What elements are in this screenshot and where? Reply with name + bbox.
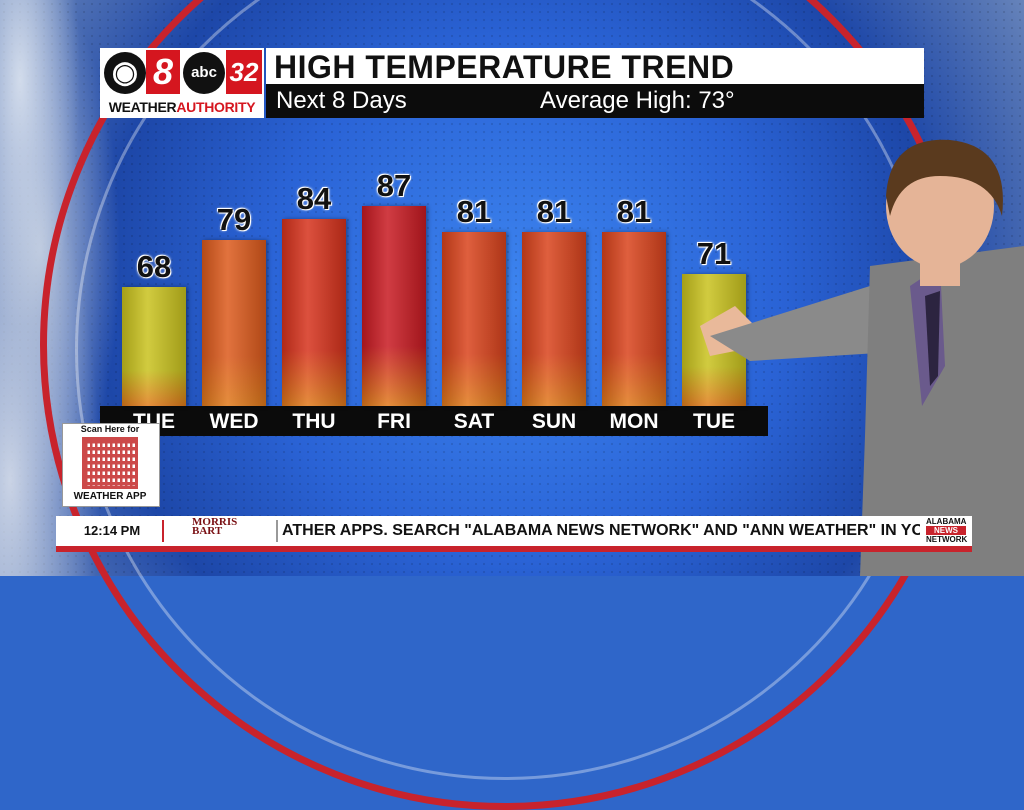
network-line-3: NETWORK — [926, 535, 968, 544]
temperature-bar — [202, 240, 266, 406]
day-label: SUN — [531, 410, 577, 433]
temperature-value-label: 84 — [296, 181, 332, 216]
temperature-value-label: 87 — [376, 168, 412, 204]
weather-authority-logo: WEATHERAUTHORITY — [100, 96, 264, 118]
network-line-1: ALABAMA — [926, 517, 967, 526]
subtitle-average: Average High: 73° — [540, 87, 735, 114]
temperature-value-label: 81 — [536, 193, 572, 229]
ticker-text: ATHER APPS. SEARCH "ALABAMA NEWS NETWORK… — [282, 522, 920, 539]
day-label: TUE — [693, 410, 735, 433]
logo-weather-text: WEATHER — [108, 99, 177, 115]
network-line-2: NEWS — [926, 526, 966, 535]
network-logo: ALABAMA NEWS NETWORK — [926, 517, 968, 545]
abc-logo: abc — [183, 52, 225, 94]
temperature-value-label: 68 — [136, 249, 172, 284]
day-label: THU — [292, 410, 336, 433]
chart-title: HIGH TEMPERATURE TREND — [274, 49, 735, 85]
temperature-value-label: 81 — [616, 193, 652, 229]
news-ticker — [56, 516, 972, 552]
day-label-strip — [100, 406, 768, 436]
qr-bottom-text: WEATHER APP — [73, 491, 147, 502]
temperature-bar — [282, 219, 346, 406]
ticker-divider-2 — [276, 520, 278, 542]
sponsor-line-1: MORRIS — [192, 516, 238, 528]
temperature-bar — [122, 287, 186, 406]
qr-code-icon[interactable] — [82, 437, 138, 489]
title-bar — [266, 48, 924, 84]
day-label: SAT — [453, 410, 495, 433]
sponsor-line-2: BART — [192, 525, 223, 537]
temperature-bar — [602, 231, 666, 406]
day-label: FRI — [377, 410, 411, 433]
subtitle-days: Next 8 Days — [276, 87, 407, 114]
temperature-value-label: 79 — [216, 202, 252, 238]
temperature-bar — [362, 206, 426, 406]
temperature-value-label: 71 — [696, 236, 732, 272]
subtitle-bar — [266, 84, 924, 118]
sponsor-logo: MORRIS BART — [192, 516, 254, 544]
logo-channel-32: 32 — [226, 50, 262, 94]
day-label: WED — [209, 410, 259, 433]
logo-channel-8: 8 — [146, 50, 180, 94]
presenter-image — [700, 139, 1024, 576]
cbs-eye-icon: ◉ — [104, 52, 146, 94]
temperature-value-label: 81 — [456, 193, 492, 229]
temperature-bar — [522, 231, 586, 406]
ticker-time: 12:14 PM — [83, 523, 141, 538]
day-label: MON — [609, 410, 659, 433]
qr-top-text: Scan Here for — [80, 424, 140, 434]
logo-authority-text: AUTHORITY — [176, 99, 256, 115]
temperature-bar — [442, 231, 506, 406]
ticker-divider — [162, 520, 164, 542]
